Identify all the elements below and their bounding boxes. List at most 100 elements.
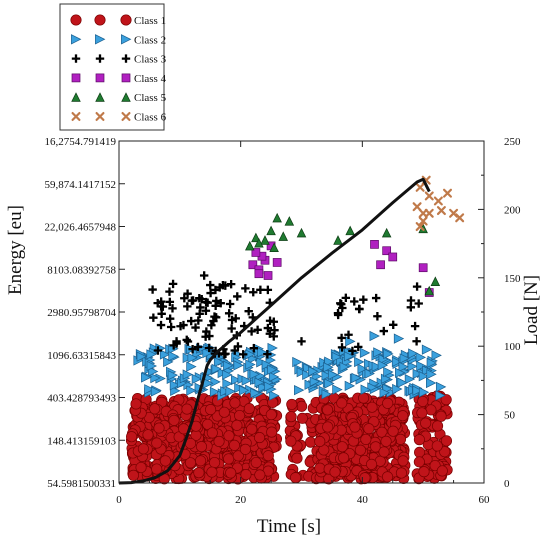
data-point	[250, 387, 261, 399]
data-point	[269, 332, 278, 341]
data-point	[418, 466, 430, 478]
legend-marker	[121, 73, 131, 83]
data-point	[209, 386, 221, 398]
legend-label: Class 6	[134, 112, 167, 124]
y-right-tick-label: 200	[504, 204, 521, 216]
legend-marker	[71, 73, 81, 83]
legend-marker	[95, 54, 105, 63]
data-point	[343, 351, 355, 362]
data-point	[333, 308, 343, 318]
legend-marker	[71, 54, 81, 63]
legend: Class 1 Class 2 Class 3 Class 4 Class 5 Class…	[59, 3, 167, 131]
data-point	[153, 422, 165, 434]
data-point	[290, 472, 302, 484]
x-tick-label: 60	[479, 494, 491, 506]
data-point	[418, 216, 428, 226]
data-point	[231, 419, 243, 431]
data-point	[221, 281, 230, 290]
data-point	[323, 362, 334, 373]
data-point	[426, 369, 437, 380]
data-point	[431, 440, 443, 452]
data-point	[416, 360, 427, 372]
data-point	[240, 469, 252, 481]
data-point	[225, 299, 235, 309]
data-point	[150, 372, 161, 384]
x-tick-label: 0	[116, 494, 122, 506]
y-right-axis-title: Load [N]	[521, 275, 542, 345]
data-point	[130, 398, 142, 410]
data-point	[264, 381, 275, 392]
data-point	[383, 366, 394, 378]
data-point	[359, 472, 371, 484]
data-point	[360, 384, 371, 395]
data-point	[179, 320, 188, 330]
data-point	[366, 401, 378, 413]
data-point	[249, 288, 258, 297]
data-point	[294, 384, 305, 396]
data-point	[331, 351, 343, 363]
legend-marker	[71, 34, 82, 45]
data-point	[195, 455, 207, 467]
data-point	[338, 452, 350, 464]
data-point	[159, 349, 171, 360]
data-point	[379, 326, 389, 336]
data-point	[216, 298, 225, 308]
data-point	[387, 425, 399, 437]
data-point	[205, 331, 214, 341]
data-point	[265, 409, 277, 421]
series-class-4	[248, 240, 434, 297]
data-point	[433, 196, 443, 206]
legend-entry: Class 2	[71, 34, 166, 46]
data-point	[233, 292, 242, 301]
data-point	[297, 337, 306, 346]
data-point	[258, 382, 269, 393]
legend-marker	[95, 34, 106, 45]
data-point	[223, 360, 234, 371]
data-point	[180, 294, 189, 303]
data-point	[253, 325, 262, 334]
data-point	[251, 248, 261, 257]
data-point	[363, 423, 375, 435]
data-point	[227, 315, 237, 325]
data-point	[395, 367, 406, 378]
data-point	[249, 369, 260, 380]
data-point	[417, 395, 429, 407]
data-point	[329, 466, 341, 478]
data-point	[253, 432, 266, 444]
data-point	[211, 313, 221, 322]
data-point	[272, 258, 282, 267]
data-point	[432, 420, 444, 432]
data-point	[412, 282, 422, 291]
data-point	[228, 439, 240, 451]
data-point	[168, 350, 179, 362]
data-point	[165, 314, 175, 323]
data-point	[193, 467, 205, 479]
data-point	[153, 298, 162, 308]
data-point	[141, 372, 152, 383]
data-point	[196, 303, 205, 312]
data-point	[136, 351, 147, 362]
data-point	[296, 366, 308, 378]
data-point	[359, 295, 368, 304]
data-point	[381, 471, 394, 483]
data-point	[222, 369, 233, 380]
data-point	[339, 361, 350, 373]
data-point	[440, 394, 452, 406]
legend-marker	[95, 92, 105, 102]
data-point	[406, 303, 416, 312]
data-point	[211, 363, 222, 375]
data-point	[211, 301, 220, 311]
data-point	[265, 298, 275, 307]
data-point	[153, 346, 163, 355]
data-point	[345, 336, 356, 347]
data-point	[221, 349, 230, 358]
legend-label: Class 1	[134, 15, 166, 27]
data-point	[269, 390, 280, 401]
data-point	[314, 462, 326, 474]
data-point	[418, 371, 430, 382]
y-left-tick-label: 1096.63315843	[47, 350, 116, 362]
data-point	[321, 404, 334, 416]
data-point	[431, 350, 442, 361]
data-point	[149, 313, 158, 322]
data-point	[370, 240, 379, 249]
